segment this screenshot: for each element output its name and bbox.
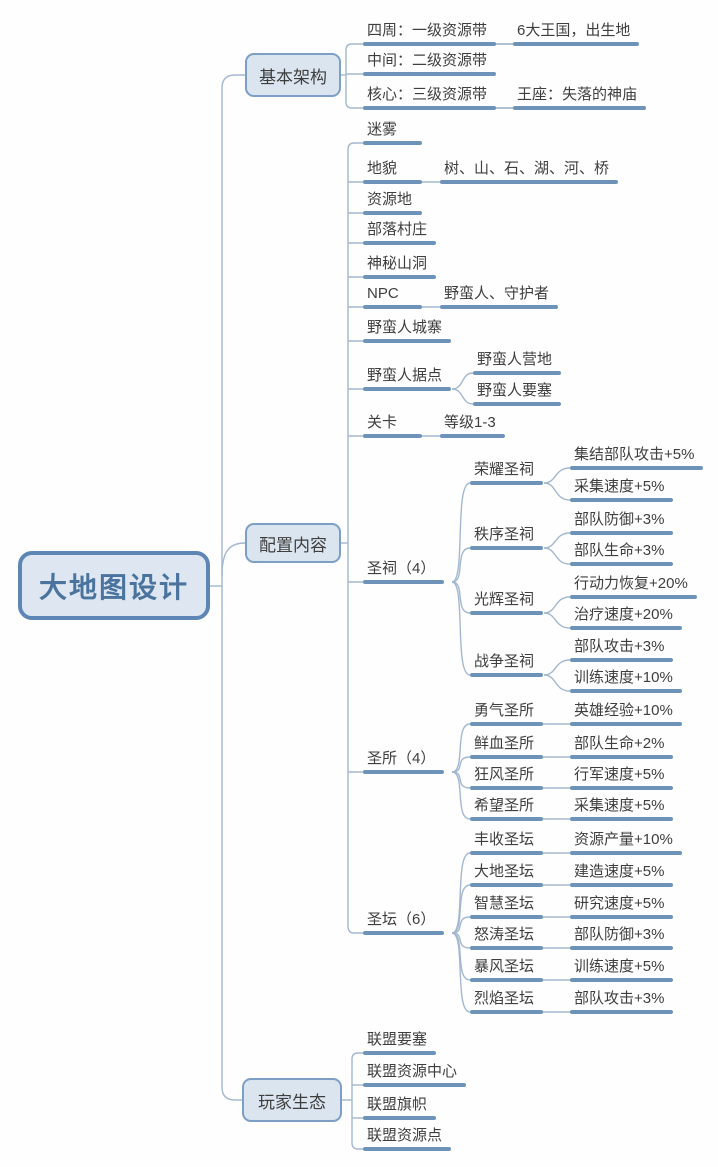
node-glory-buff-gather-speed[interactable]: 采集速度+5%	[570, 477, 674, 502]
node-six-kingdoms[interactable]: 6大王国，出生地	[513, 21, 640, 46]
node-hope-buff-gather-speed[interactable]: 采集速度+5%	[570, 796, 674, 821]
root-node-map-design[interactable]: 大地图设计	[18, 551, 210, 620]
node-courage-buff-hero-exp[interactable]: 英雄经验+10%	[570, 701, 682, 726]
node-outer-tier1-belt[interactable]: 四周：一级资源带	[363, 21, 497, 46]
node-mystery-cave[interactable]: 神秘山洞	[363, 254, 437, 279]
node-barbarian-fortress[interactable]: 野蛮人要塞	[473, 381, 562, 406]
node-radiance-buff-ap-recovery[interactable]: 行动力恢复+20%	[570, 574, 697, 599]
node-barbarian-stronghold[interactable]: 野蛮人据点	[363, 366, 452, 391]
node-barbarian-camp[interactable]: 野蛮人营地	[473, 350, 562, 375]
node-harvest-buff-resource-output[interactable]: 资源产量+10%	[570, 830, 682, 855]
node-pass[interactable]: 关卡	[363, 413, 422, 438]
node-barbarian-fort[interactable]: 野蛮人城寨	[363, 318, 452, 343]
node-gale-sanctum[interactable]: 狂风圣所	[470, 765, 544, 790]
node-torrent-buff-defense[interactable]: 部队防御+3%	[570, 925, 674, 950]
node-terrain-items[interactable]: 树、山、石、湖、河、桥	[440, 159, 619, 184]
node-throne-lost-temple[interactable]: 王座：失落的神庙	[513, 85, 647, 110]
node-terrain[interactable]: 地貌	[363, 159, 422, 184]
node-flame-altar[interactable]: 烈焰圣坛	[470, 989, 544, 1014]
node-alliance-flag[interactable]: 联盟旗帜	[363, 1095, 437, 1120]
node-harvest-altar[interactable]: 丰收圣坛	[470, 830, 544, 855]
node-pass-levels[interactable]: 等级1-3	[440, 413, 505, 438]
node-hope-sanctum[interactable]: 希望圣所	[470, 796, 544, 821]
node-order-buff-health[interactable]: 部队生命+3%	[570, 541, 674, 566]
node-flame-buff-attack[interactable]: 部队攻击+3%	[570, 989, 674, 1014]
node-storm-altar[interactable]: 暴风圣坛	[470, 957, 544, 982]
node-blood-sanctum[interactable]: 鲜血圣所	[470, 734, 544, 759]
node-sanctum-group[interactable]: 圣所（4）	[363, 749, 445, 774]
node-middle-tier2-belt[interactable]: 中间：二级资源带	[363, 51, 497, 76]
branch-player-ecology[interactable]: 玩家生态	[242, 1078, 342, 1122]
node-resource-land[interactable]: 资源地	[363, 190, 422, 215]
branch-config-content[interactable]: 配置内容	[245, 523, 341, 563]
node-altar-group[interactable]: 圣坛（6）	[363, 910, 445, 935]
node-mist[interactable]: 迷雾	[363, 120, 422, 145]
node-earth-altar[interactable]: 大地圣坛	[470, 862, 544, 887]
node-storm-buff-train-speed[interactable]: 训练速度+5%	[570, 957, 674, 982]
node-glory-buff-rally-attack[interactable]: 集结部队攻击+5%	[570, 445, 704, 470]
node-war-buff-attack[interactable]: 部队攻击+3%	[570, 637, 674, 662]
node-wisdom-altar[interactable]: 智慧圣坛	[470, 894, 544, 919]
node-alliance-resource-center[interactable]: 联盟资源中心	[363, 1062, 467, 1087]
node-alliance-resource-point[interactable]: 联盟资源点	[363, 1126, 452, 1151]
node-npc[interactable]: NPC	[363, 284, 422, 309]
node-radiance-buff-heal-speed[interactable]: 治疗速度+20%	[570, 605, 682, 630]
node-order-buff-defense[interactable]: 部队防御+3%	[570, 510, 674, 535]
node-radiance-shrine[interactable]: 光辉圣祠	[470, 590, 544, 615]
node-alliance-fortress[interactable]: 联盟要塞	[363, 1030, 437, 1055]
node-wisdom-buff-research-speed[interactable]: 研究速度+5%	[570, 894, 674, 919]
node-npc-types[interactable]: 野蛮人、守护者	[440, 284, 559, 309]
node-glory-shrine[interactable]: 荣耀圣祠	[470, 460, 544, 485]
branch-basic-structure[interactable]: 基本架构	[245, 53, 341, 97]
node-core-tier3-belt[interactable]: 核心：三级资源带	[363, 85, 497, 110]
node-courage-sanctum[interactable]: 勇气圣所	[470, 701, 544, 726]
node-gale-buff-march-speed[interactable]: 行军速度+5%	[570, 765, 674, 790]
node-shrine-group[interactable]: 圣祠（4）	[363, 559, 445, 584]
node-blood-buff-health[interactable]: 部队生命+2%	[570, 734, 674, 759]
node-war-shrine[interactable]: 战争圣祠	[470, 652, 544, 677]
node-tribal-village[interactable]: 部落村庄	[363, 220, 437, 245]
node-order-shrine[interactable]: 秩序圣祠	[470, 525, 544, 550]
node-earth-buff-build-speed[interactable]: 建造速度+5%	[570, 862, 674, 887]
node-war-buff-train-speed[interactable]: 训练速度+10%	[570, 668, 682, 693]
node-torrent-altar[interactable]: 怒涛圣坛	[470, 925, 544, 950]
